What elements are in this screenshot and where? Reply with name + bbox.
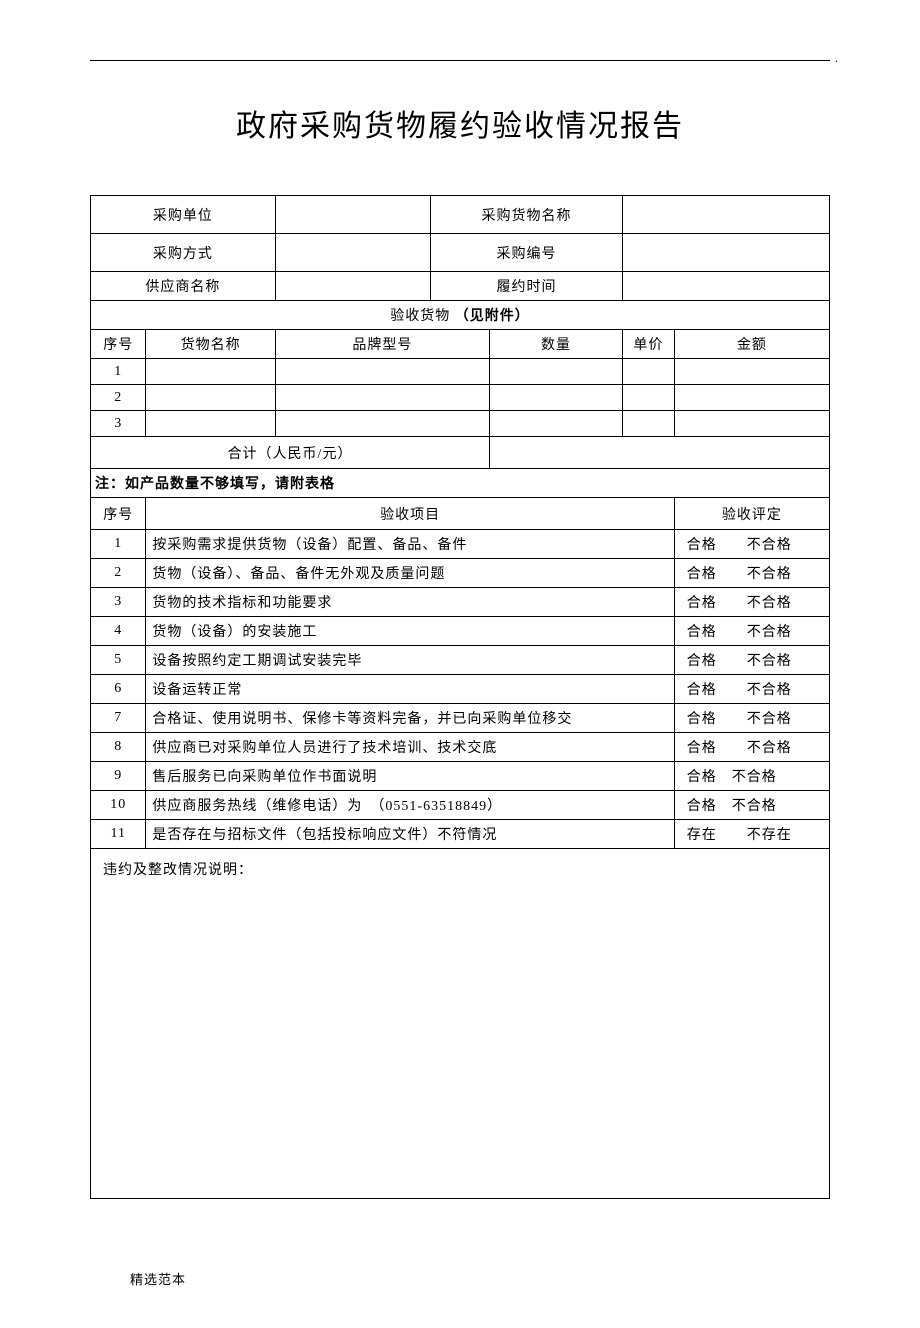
goods-price bbox=[623, 359, 675, 385]
footer: 精选范本 bbox=[90, 1269, 830, 1288]
page-title: 政府采购货物履约验收情况报告 bbox=[90, 101, 830, 145]
label-supplier: 供应商名称 bbox=[91, 272, 276, 301]
value-method bbox=[275, 234, 430, 272]
label-goods-name: 采购货物名称 bbox=[430, 196, 622, 234]
col-qty: 数量 bbox=[490, 330, 623, 359]
goods-amount bbox=[674, 359, 829, 385]
inspect-row: 7合格证、使用说明书、保修卡等资料完备，并已向采购单位移交合格 不合格 bbox=[91, 704, 830, 733]
col-name: 货物名称 bbox=[146, 330, 275, 359]
inspect-row: 8供应商已对采购单位人员进行了技术培训、技术交底合格 不合格 bbox=[91, 733, 830, 762]
inspect-row: 10供应商服务热线（维修电话）为 （0551-63518849）合格 不合格 bbox=[91, 791, 830, 820]
explain-box: 违约及整改情况说明： bbox=[90, 849, 830, 1199]
value-proc-no bbox=[623, 234, 830, 272]
col-amount: 金额 bbox=[674, 330, 829, 359]
label-buyer-unit: 采购单位 bbox=[91, 196, 276, 234]
total-value bbox=[490, 437, 830, 469]
total-label: 合计（人民币/元） bbox=[91, 437, 490, 469]
eval-cell: 合格 不合格 bbox=[674, 530, 829, 559]
col-price: 单价 bbox=[623, 330, 675, 359]
inspect-row: 4货物（设备）的安装施工合格 不合格 bbox=[91, 617, 830, 646]
goods-no: 1 bbox=[91, 359, 146, 385]
goods-row: 3 bbox=[91, 411, 830, 437]
goods-no: 3 bbox=[91, 411, 146, 437]
value-buyer-unit bbox=[275, 196, 430, 234]
insp-col-item: 验收项目 bbox=[146, 498, 674, 530]
inspect-row: 9售后服务已向采购单位作书面说明合格 不合格 bbox=[91, 762, 830, 791]
goods-row: 1 bbox=[91, 359, 830, 385]
inspect-row: 11是否存在与招标文件（包括投标响应文件）不符情况存在 不存在 bbox=[91, 820, 830, 849]
col-model: 品牌型号 bbox=[275, 330, 489, 359]
label-proc-no: 采购编号 bbox=[430, 234, 622, 272]
inspect-row: 3货物的技术指标和功能要求合格 不合格 bbox=[91, 588, 830, 617]
goods-row: 2 bbox=[91, 385, 830, 411]
goods-title-prefix: 验收货物 bbox=[390, 309, 450, 324]
value-perform-time bbox=[623, 272, 830, 301]
inspect-row: 6设备运转正常合格 不合格 bbox=[91, 675, 830, 704]
goods-model bbox=[275, 359, 489, 385]
inspect-row: 2货物（设备）、备品、备件无外观及质量问题合格 不合格 bbox=[91, 559, 830, 588]
value-goods-name bbox=[623, 196, 830, 234]
goods-name bbox=[146, 359, 275, 385]
insp-col-eval: 验收评定 bbox=[674, 498, 829, 530]
value-supplier bbox=[275, 272, 430, 301]
insp-col-seq: 序号 bbox=[91, 498, 146, 530]
top-rule bbox=[90, 60, 830, 61]
main-form: 采购单位 采购货物名称 采购方式 采购编号 供应商名称 履约时间 验收货物 （见… bbox=[90, 195, 830, 849]
goods-section-title: 验收货物 （见附件） bbox=[91, 301, 830, 330]
inspect-row: 5设备按照约定工期调试安装完毕合格 不合格 bbox=[91, 646, 830, 675]
goods-qty bbox=[490, 359, 623, 385]
goods-title-suffix: （见附件） bbox=[455, 309, 530, 324]
label-method: 采购方式 bbox=[91, 234, 276, 272]
col-seq: 序号 bbox=[91, 330, 146, 359]
note: 注：如产品数量不够填写，请附表格 bbox=[91, 469, 830, 498]
goods-no: 2 bbox=[91, 385, 146, 411]
label-perform-time: 履约时间 bbox=[430, 272, 622, 301]
inspect-row: 1按采购需求提供货物（设备）配置、备品、备件合格 不合格 bbox=[91, 530, 830, 559]
explain-label: 违约及整改情况说明： bbox=[103, 863, 253, 878]
